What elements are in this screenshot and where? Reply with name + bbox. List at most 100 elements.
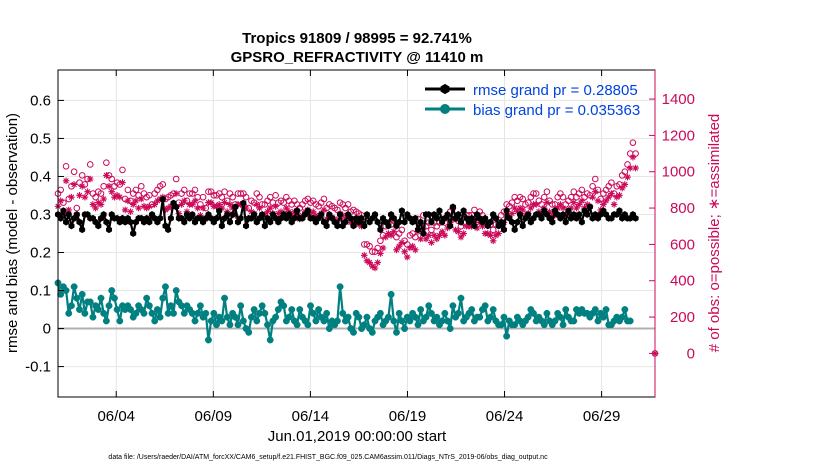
- bias-point: [258, 302, 266, 310]
- assimilated-point: [489, 237, 497, 245]
- rmse-point: [130, 230, 137, 237]
- y-tick-label: -0.1: [25, 359, 51, 376]
- assimilated-point: [390, 228, 398, 235]
- assimilated-point: [594, 197, 602, 205]
- bias-point: [355, 313, 363, 321]
- rmse-point: [436, 207, 443, 215]
- assimilated-point: [570, 199, 578, 206]
- bias-point: [307, 302, 314, 310]
- rmse-point: [492, 214, 499, 222]
- rmse-point: [334, 222, 341, 230]
- possible-point: [237, 190, 244, 197]
- rmse-point: [60, 207, 67, 215]
- possible-point: [132, 186, 140, 194]
- bias-point: [145, 302, 153, 310]
- bias-point: [602, 306, 610, 313]
- possible-point: [398, 226, 406, 234]
- assimilated-point: [256, 204, 263, 212]
- possible-point: [578, 186, 586, 194]
- assimilated-point: [86, 175, 94, 183]
- bias-point: [202, 309, 210, 317]
- rmse-point: [323, 222, 330, 230]
- bias-point: [132, 309, 140, 317]
- possible-point: [97, 190, 105, 197]
- possible-point: [137, 182, 145, 190]
- assimilated-point: [385, 230, 392, 237]
- assimilated-point: [379, 244, 387, 252]
- rmse-point: [361, 222, 368, 230]
- assimilated-point: [543, 199, 551, 206]
- assimilated-point: [516, 204, 524, 212]
- bias-point: [213, 321, 220, 329]
- assimilated-point: [143, 204, 150, 212]
- possible-point: [621, 168, 629, 176]
- rmse-point: [525, 211, 532, 218]
- assimilated-point: [92, 204, 99, 212]
- assimilated-point: [312, 212, 320, 219]
- bias-point: [487, 313, 494, 321]
- assimilated-point: [374, 259, 381, 266]
- rmse-point: [517, 211, 524, 218]
- rmse-point: [259, 211, 266, 218]
- rmse-point: [374, 218, 381, 226]
- assimilated-point: [154, 197, 161, 205]
- bias-point: [247, 313, 255, 321]
- possible-point: [78, 172, 86, 179]
- rmse-point: [578, 218, 585, 226]
- bias-point: [156, 313, 164, 321]
- bias-point: [376, 309, 384, 317]
- assimilated-point: [382, 233, 389, 241]
- assimilated-point: [172, 190, 180, 197]
- possible-point: [489, 226, 497, 234]
- chart-title: Tropics 91809 / 98995 = 92.741%: [242, 30, 472, 47]
- assimilated-point: [473, 224, 481, 232]
- rmse-point: [401, 218, 408, 226]
- assimilated-point: [218, 204, 226, 212]
- bias-point: [167, 302, 175, 310]
- assimilated-point: [444, 224, 451, 232]
- bias-point: [320, 317, 328, 325]
- rmse-point: [79, 226, 86, 234]
- bias-point: [148, 309, 156, 317]
- rmse-point: [106, 226, 113, 234]
- rmse-point: [417, 218, 424, 226]
- rmse-point: [318, 211, 325, 218]
- bias-point: [390, 317, 398, 325]
- rmse-point: [503, 207, 510, 215]
- assimilated-point: [527, 204, 535, 212]
- rmse-point: [447, 222, 454, 230]
- bias-point: [387, 290, 395, 298]
- bias-point: [398, 317, 406, 325]
- assimilated-point: [602, 197, 610, 205]
- bias-point: [540, 321, 548, 329]
- assimilated-point: [162, 206, 169, 214]
- rmse-point: [455, 211, 462, 218]
- rmse-point: [396, 218, 403, 226]
- bias-point: [210, 309, 218, 317]
- rmse-point: [181, 218, 188, 226]
- bias-point: [266, 336, 274, 344]
- rmse-point: [57, 214, 64, 222]
- bias-point: [500, 313, 508, 321]
- assimilated-point: [567, 204, 575, 212]
- rmse-point: [267, 218, 274, 226]
- possible-point: [589, 182, 596, 190]
- assimilated-point: [108, 188, 115, 195]
- rmse-point: [498, 218, 505, 226]
- bias-point: [360, 321, 368, 329]
- assimilated-point: [135, 204, 142, 212]
- bias-point: [422, 313, 430, 321]
- rmse-point: [159, 195, 166, 203]
- y2-tick-label: 1000: [662, 164, 695, 181]
- bias-point: [180, 309, 188, 317]
- bias-point: [97, 294, 105, 302]
- rmse-point: [100, 211, 107, 218]
- assimilated-point: [119, 179, 126, 186]
- assimilated-point: [138, 195, 145, 203]
- rmse-point: [482, 214, 489, 222]
- possible-point: [532, 190, 540, 197]
- rmse-point: [342, 218, 349, 226]
- possible-point: [197, 201, 204, 208]
- possible-point: [369, 248, 376, 255]
- assimilated-point: [113, 192, 121, 199]
